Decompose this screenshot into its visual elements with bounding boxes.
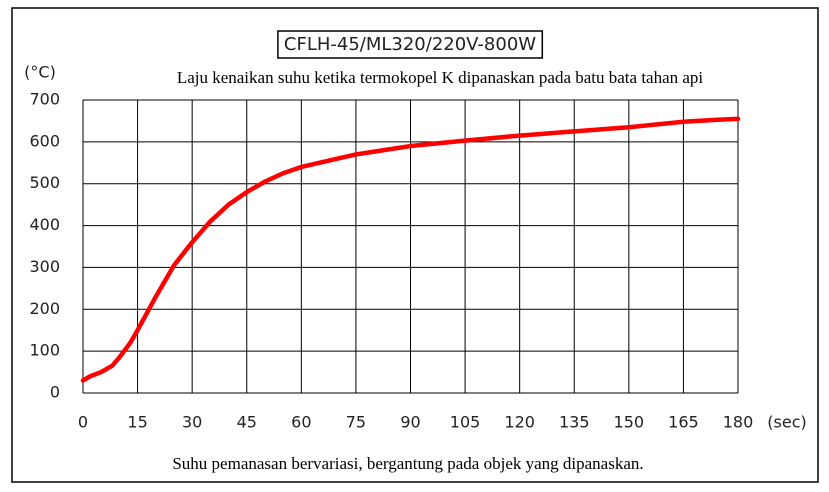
y-tick-label: 700: [29, 90, 60, 109]
x-tick-label: 75: [346, 413, 366, 432]
footnote: Suhu pemanasan bervariasi, bergantung pa…: [172, 454, 643, 473]
title-box: [277, 30, 544, 59]
y-tick-label: 0: [50, 383, 60, 402]
y-tick-label: 400: [29, 215, 60, 234]
y-tick-label: 300: [29, 257, 60, 276]
data-line: [80, 116, 741, 383]
x-tick-label: 150: [614, 413, 645, 432]
x-tick-label: 0: [78, 413, 88, 432]
chart-title: CFLH-45/ML320/220V-800W: [284, 34, 536, 55]
y-tick-label: 100: [29, 341, 60, 360]
chart-frame: [11, 7, 819, 483]
x-tick-label: 180: [723, 413, 754, 432]
y-tick-label: 200: [29, 299, 60, 318]
x-tick-label: 165: [668, 413, 699, 432]
x-axis-unit: (sec): [767, 413, 806, 432]
x-tick-label: 60: [291, 413, 311, 432]
chart-subtitle: Laju kenaikan suhu ketika termokopel K d…: [177, 68, 704, 87]
x-tick-label: 105: [450, 413, 481, 432]
x-tick-label: 90: [400, 413, 420, 432]
x-tick-label: 15: [127, 413, 147, 432]
x-tick-label: 135: [559, 413, 590, 432]
x-tick-label: 30: [182, 413, 202, 432]
y-tick-label: 500: [29, 173, 60, 192]
x-tick-label: 45: [237, 413, 257, 432]
x-tick-label: 120: [504, 413, 535, 432]
y-axis-unit: (°C): [24, 63, 56, 82]
y-tick-label: 600: [29, 131, 60, 150]
